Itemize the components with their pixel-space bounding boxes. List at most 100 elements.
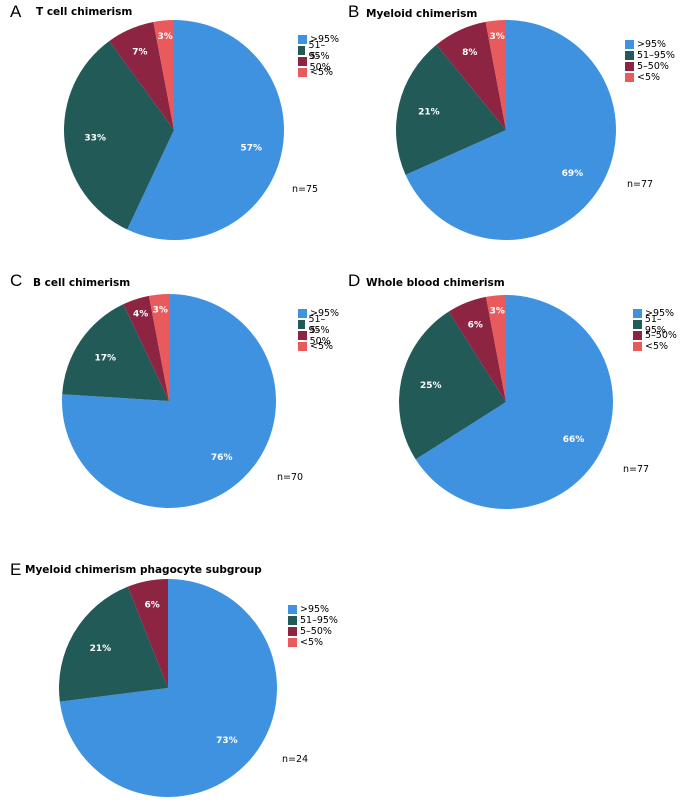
slice-51-95 xyxy=(62,304,169,401)
slice-label: 73% xyxy=(216,736,238,746)
legend-label: 5–50% xyxy=(309,324,331,347)
panel-d: D Whole blood chimerism 66% 25% 6% 3% >95% … xyxy=(342,270,682,535)
chart-title: Whole blood chimerism xyxy=(366,277,505,289)
slice-label: 17% xyxy=(95,354,117,364)
slice-gt95 xyxy=(127,20,284,240)
legend-label: <5% xyxy=(300,637,324,648)
slice-label: 76% xyxy=(211,453,233,463)
slice-label: 6% xyxy=(144,601,159,611)
legend-label: >95% xyxy=(637,39,667,50)
legend-item: 51–95% xyxy=(298,314,340,336)
panel-letter: A xyxy=(10,2,22,21)
legend-item: 5–50% xyxy=(288,626,338,637)
slice-lt5 xyxy=(153,20,174,130)
slice-gt95 xyxy=(405,20,617,240)
legend-label: >95% xyxy=(645,308,675,319)
slice-lt5 xyxy=(485,295,506,402)
slice-label: 57% xyxy=(241,143,263,153)
legend-swatch xyxy=(298,320,306,329)
slice-label: 7% xyxy=(132,47,147,57)
chart-title: T cell chimerism xyxy=(36,6,133,18)
legend-swatch xyxy=(625,51,634,60)
legend-label: <5% xyxy=(310,67,334,78)
legend-item: 5–50% xyxy=(298,51,340,73)
slice-gt95 xyxy=(59,579,278,797)
legend-swatch xyxy=(298,35,307,44)
legend-swatch xyxy=(633,342,642,351)
legend-swatch xyxy=(298,57,307,66)
legend-swatch xyxy=(288,638,297,647)
slice-lt5 xyxy=(485,20,506,130)
panel-c: C B cell chimerism 76% 17% 4% 3% >95% 51–95… xyxy=(0,270,340,535)
slice-5-50 xyxy=(127,579,168,688)
pie-chart: 57% 33% 7% 3% xyxy=(63,20,284,240)
slice-label: 8% xyxy=(462,48,477,58)
legend-item: <5% xyxy=(298,341,340,352)
panel-a: A T cell chimerism 57% 33% 7% 3% >95% 51–95… xyxy=(0,0,340,265)
legend: >95% 51–95% 5–50% <5% xyxy=(298,308,340,352)
sample-size-label: n=70 xyxy=(277,472,304,483)
legend-item: >95% xyxy=(298,34,340,45)
slice-51-95 xyxy=(63,41,174,230)
legend-item: >95% xyxy=(625,39,675,50)
pie-chart: 69% 21% 8% 3% xyxy=(396,20,617,240)
legend-item: <5% xyxy=(625,72,675,83)
sample-size-label: n=77 xyxy=(623,464,650,475)
slice-51-95 xyxy=(399,311,506,460)
legend-item: >95% xyxy=(298,308,340,319)
legend-item: 5–50% xyxy=(298,325,340,347)
legend-label: 5–50% xyxy=(645,330,677,341)
pie-chart: 66% 25% 6% 3% xyxy=(399,295,614,510)
pie-chart: 73% 21% 6% xyxy=(58,579,278,797)
legend-label: <5% xyxy=(637,72,661,83)
slice-label: 21% xyxy=(90,644,112,654)
slice-gt95 xyxy=(61,294,276,508)
panel-letter: E xyxy=(10,560,22,579)
legend: >95% 51–95% 5–50% <5% xyxy=(298,34,340,78)
legend-swatch xyxy=(633,331,642,340)
legend-swatch xyxy=(298,309,307,318)
legend-swatch xyxy=(298,331,307,340)
legend-item: <5% xyxy=(633,341,682,352)
legend-item: >95% xyxy=(633,308,682,319)
legend-swatch xyxy=(298,68,307,77)
slice-label: 3% xyxy=(153,305,168,315)
slice-5-50 xyxy=(109,21,174,131)
legend-swatch xyxy=(633,320,642,329)
slice-gt95 xyxy=(415,295,614,510)
slice-label: 25% xyxy=(420,381,442,391)
legend-label: >95% xyxy=(300,604,330,615)
sample-size-label: n=75 xyxy=(292,184,319,195)
legend-label: 51–95% xyxy=(644,313,666,336)
legend-label: 51–95% xyxy=(308,313,330,336)
legend: >95% 51–95% 5–50% <5% xyxy=(633,308,682,352)
slice-5-50 xyxy=(123,295,169,401)
panel-letter: D xyxy=(348,271,361,290)
legend-swatch xyxy=(298,342,307,351)
panel-letter: B xyxy=(348,2,360,21)
legend-swatch xyxy=(288,605,297,614)
legend-item: 5–50% xyxy=(633,330,682,341)
legend-label: <5% xyxy=(310,341,334,352)
slice-51-95 xyxy=(396,44,506,175)
legend-swatch xyxy=(288,616,297,625)
slice-label: 66% xyxy=(563,435,585,445)
legend: >95% 51–95% 5–50% <5% xyxy=(625,39,675,83)
slice-label: 6% xyxy=(468,320,483,330)
legend-item: 51–95% xyxy=(298,40,340,62)
legend-label: >95% xyxy=(310,34,340,45)
slice-label: 3% xyxy=(490,32,505,42)
slice-label: 33% xyxy=(84,134,106,144)
legend-swatch xyxy=(298,46,306,55)
slice-label: 3% xyxy=(157,32,172,42)
sample-size-label: n=24 xyxy=(282,754,309,765)
legend-label: 51–95% xyxy=(300,615,338,626)
legend-swatch xyxy=(288,627,297,636)
legend-item: 51–95% xyxy=(625,50,675,61)
legend-item: 51–95% xyxy=(633,314,682,336)
slice-lt5 xyxy=(148,294,169,401)
slice-label: 21% xyxy=(418,108,440,118)
legend-label: 5–50% xyxy=(309,50,331,73)
legend-item: 5–50% xyxy=(625,61,675,72)
